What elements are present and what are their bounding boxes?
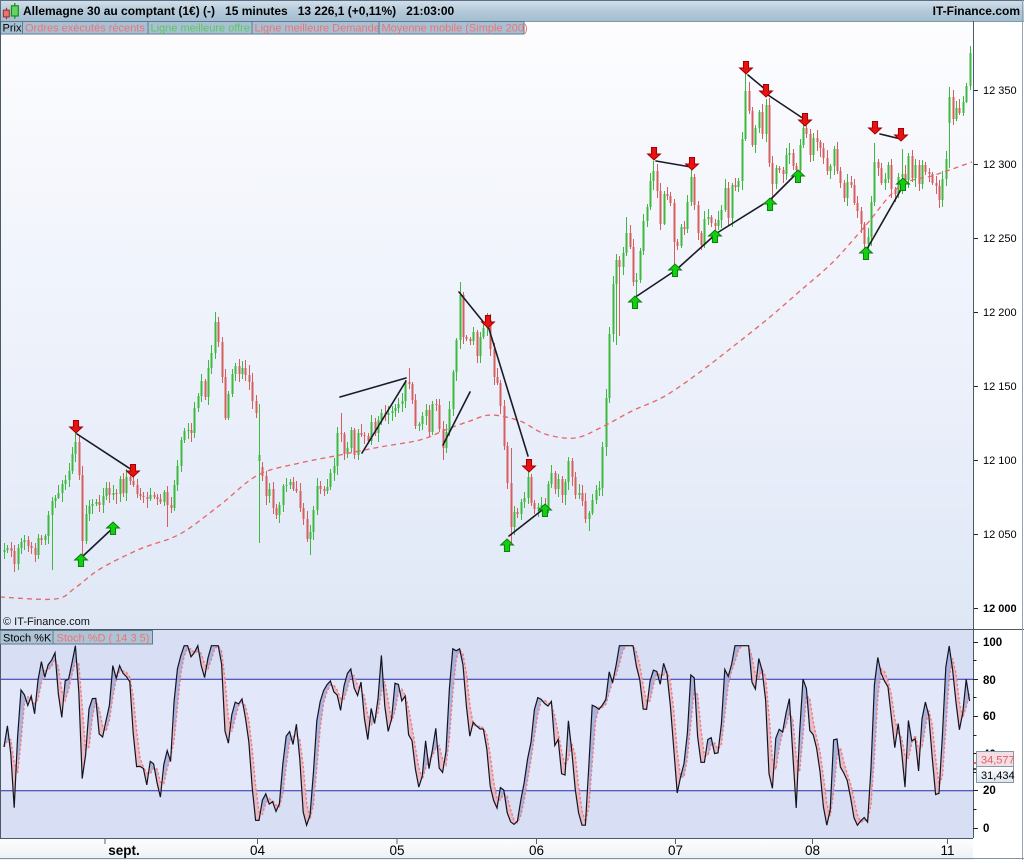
- svg-text:© IT-Finance.com: © IT-Finance.com: [3, 616, 90, 628]
- svg-text:Stoch %K: Stoch %K: [3, 632, 52, 644]
- svg-text:11: 11: [940, 843, 954, 858]
- svg-text:12 350: 12 350: [983, 85, 1017, 97]
- svg-text:Ordres exécutés récents: Ordres exécutés récents: [25, 22, 145, 34]
- svg-text:Stoch %D ( 14 3 5): Stoch %D ( 14 3 5): [57, 632, 150, 644]
- svg-text:12 100: 12 100: [983, 455, 1017, 467]
- svg-text:80: 80: [983, 675, 996, 687]
- svg-text:05: 05: [389, 843, 404, 858]
- svg-text:12 250: 12 250: [983, 233, 1017, 245]
- svg-text:34,577: 34,577: [981, 755, 1015, 767]
- svg-text:07: 07: [668, 843, 683, 858]
- svg-text:Ligne meilleure offre: Ligne meilleure offre: [151, 22, 250, 34]
- svg-text:Allemagne 30 au comptant (1€): Allemagne 30 au comptant (1€) (-) 15 min…: [23, 4, 455, 18]
- svg-text:12 300: 12 300: [983, 159, 1017, 171]
- svg-text:0: 0: [983, 823, 989, 835]
- svg-text:sept.: sept.: [108, 843, 140, 858]
- svg-text:60: 60: [983, 711, 996, 723]
- svg-text:Ligne meilleure Demande: Ligne meilleure Demande: [255, 22, 380, 34]
- svg-text:06: 06: [529, 843, 544, 858]
- svg-text:08: 08: [805, 843, 820, 858]
- svg-text:04: 04: [250, 843, 266, 858]
- svg-text:IT-Finance.com: IT-Finance.com: [933, 4, 1020, 18]
- svg-text:12 200: 12 200: [983, 307, 1017, 319]
- svg-text:12 050: 12 050: [983, 529, 1017, 541]
- svg-text:20: 20: [983, 785, 996, 797]
- svg-text:12 150: 12 150: [983, 381, 1017, 393]
- svg-text:12 000: 12 000: [983, 603, 1017, 615]
- svg-text:100: 100: [983, 637, 1002, 649]
- svg-text:31,434: 31,434: [981, 770, 1015, 782]
- svg-text:Prix: Prix: [3, 22, 22, 34]
- svg-text:Moyenne mobile (Simple 200): Moyenne mobile (Simple 200): [382, 22, 528, 34]
